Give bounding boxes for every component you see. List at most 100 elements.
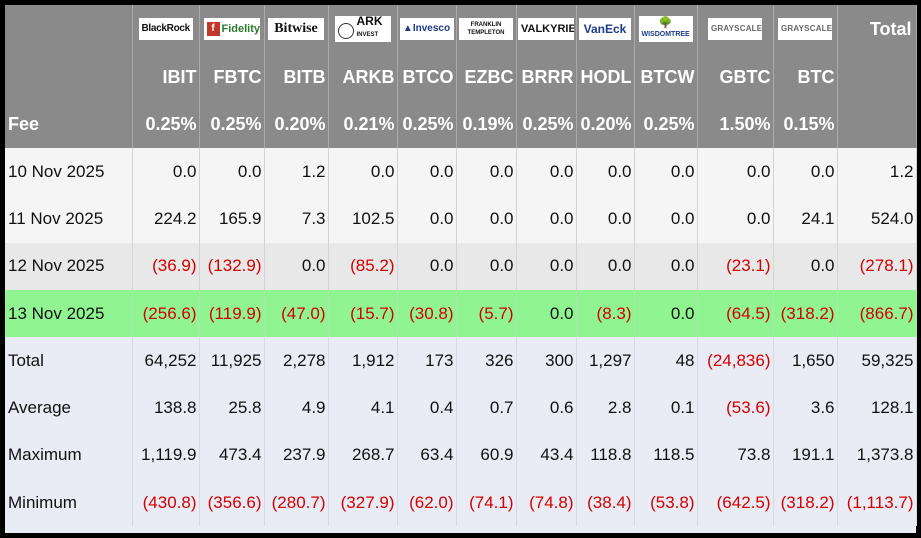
fee-ibit: 0.25%: [132, 101, 200, 148]
row-label: Average: [5, 384, 133, 432]
table-cell: 0.0: [634, 289, 698, 338]
fee-btc: 0.15%: [773, 101, 838, 148]
table-cell: 102.5: [328, 195, 398, 243]
fidelity-logo: f Fidelity: [203, 18, 260, 41]
table-cell: 0.0: [516, 289, 577, 338]
table-cell: 237.9: [264, 431, 329, 480]
fee-btco: 0.25%: [397, 101, 457, 148]
table-cell: 73.8: [697, 431, 774, 480]
table-cell: 0.0: [576, 242, 635, 290]
table-cell: 0.0: [397, 148, 457, 196]
table-cell: 1.2: [837, 148, 917, 196]
flow-rows: 10 Nov 2025 0.0 0.0 1.2 0.0 0.0 0.0 0.0 0.0 0.0 0.…: [5, 148, 917, 527]
table-cell: 118.8: [576, 431, 635, 480]
table-cell: 165.9: [199, 195, 265, 243]
table-cell: 0.4: [397, 384, 457, 432]
row-label: Maximum: [5, 431, 133, 480]
table-cell: 11,925: [199, 337, 265, 385]
table-cell: 0.0: [773, 242, 838, 290]
table-cell: (8.3): [576, 289, 635, 338]
table-cell: 191.1: [773, 431, 838, 480]
table-cell: 64,252: [132, 337, 200, 385]
table-cell: (64.5): [697, 289, 774, 338]
table-cell: 0.0: [576, 195, 635, 243]
table-cell: 0.0: [516, 242, 577, 290]
table-cell: 43.4: [516, 431, 577, 480]
table-cell: (642.5): [697, 479, 774, 527]
table-row: 10 Nov 2025 0.0 0.0 1.2 0.0 0.0 0.0 0.0 0.0 0.0 0.…: [5, 148, 917, 196]
table-cell: 326: [456, 337, 517, 385]
ticker-fbtc: FBTC: [199, 53, 265, 101]
row-label: 13 Nov 2025: [5, 289, 133, 338]
fee-brrr: 0.25%: [516, 101, 577, 148]
table-row: Total 64,252 11,925 2,278 1,912 173 326 300 1,29…: [5, 337, 917, 385]
row-label: 12 Nov 2025: [5, 242, 133, 290]
ticker-gbtc: GBTC: [697, 53, 774, 101]
wisdomtree-logo: 🌳 WISDOMTREE: [638, 16, 693, 42]
ticker-row: IBIT FBTC BITB ARKB BTCO EZBC BRRR HODL …: [5, 53, 917, 101]
total-header: Total: [837, 5, 917, 53]
table-row: Maximum 1,119.9 473.4 237.9 268.7 63.4 60.9 43.…: [5, 431, 917, 480]
row-label: Minimum: [5, 479, 133, 527]
table-cell: (24,836): [697, 337, 774, 385]
table-cell: 0.0: [773, 148, 838, 196]
ticker-arkb: ARKB: [328, 53, 398, 101]
ticker-brrr: BRRR: [516, 53, 577, 101]
bitwise-logo: Bitwise: [268, 18, 324, 41]
table-cell: 2.8: [576, 384, 635, 432]
table-cell: (430.8): [132, 479, 200, 527]
table-cell: (280.7): [264, 479, 329, 527]
table-cell: (278.1): [837, 242, 917, 290]
table-cell: 60.9: [456, 431, 517, 480]
ticker-bitb: BITB: [264, 53, 329, 101]
table-cell: (318.2): [773, 479, 838, 527]
table-cell: (38.4): [576, 479, 635, 527]
table-cell: (47.0): [264, 289, 329, 338]
grayscale-mini-logo: GRAYSCALE: [778, 18, 832, 41]
blackrock-logo: BlackRock: [138, 18, 193, 41]
table-cell: (74.1): [456, 479, 517, 527]
table-cell: (30.8): [397, 289, 457, 338]
table-cell: (5.7): [456, 289, 517, 338]
table-cell: (85.2): [328, 242, 398, 290]
table-cell: 1,297: [576, 337, 635, 385]
table-cell: 1,119.9: [132, 431, 200, 480]
table-cell: 0.0: [516, 148, 577, 196]
table-cell: 173: [397, 337, 457, 385]
table-cell: (36.9): [132, 242, 200, 290]
invesco-logo: ▲Invesco: [399, 18, 454, 41]
fee-label: Fee: [5, 101, 133, 148]
valkyrie-logo: VALKYRIE: [518, 18, 574, 41]
table-cell: 1,912: [328, 337, 398, 385]
table-cell: 1,650: [773, 337, 838, 385]
fee-bitb: 0.20%: [264, 101, 329, 148]
table-cell: 4.9: [264, 384, 329, 432]
table-cell: (62.0): [397, 479, 457, 527]
table-cell: 0.0: [697, 148, 774, 196]
table-cell: 0.0: [516, 195, 577, 243]
table-cell: 224.2: [132, 195, 200, 243]
table-cell: 0.0: [634, 242, 698, 290]
etf-flow-table: BlackRock f Fidelity Bitwise ARK INVEST ▲I…: [5, 5, 917, 527]
fee-hodl: 0.20%: [576, 101, 635, 148]
table-cell: 24.1: [773, 195, 838, 243]
table-cell: 0.0: [456, 242, 517, 290]
vaneck-logo: VanEck: [579, 18, 631, 41]
row-label: Total: [5, 337, 133, 385]
table-cell: 1.2: [264, 148, 329, 196]
ticker-hodl: HODL: [576, 53, 635, 101]
table-cell: 0.0: [697, 195, 774, 243]
corner-cell: [5, 5, 133, 53]
table-row: 11 Nov 2025 224.2 165.9 7.3 102.5 0.0 0.0 0.0 0.…: [5, 195, 917, 243]
table-cell: (132.9): [199, 242, 265, 290]
fee-gbtc: 1.50%: [697, 101, 774, 148]
ticker-btc: BTC: [773, 53, 838, 101]
table-cell: 3.6: [773, 384, 838, 432]
table-cell: 118.5: [634, 431, 698, 480]
table-row: 13 Nov 2025 (256.6) (119.9) (47.0) (15.7) (30…: [5, 289, 917, 338]
table-cell: 2,278: [264, 337, 329, 385]
table-cell: 0.0: [264, 242, 329, 290]
etf-flow-table-frame: BlackRock f Fidelity Bitwise ARK INVEST ▲I…: [5, 5, 917, 533]
table-cell: 0.0: [456, 148, 517, 196]
table-cell: 268.7: [328, 431, 398, 480]
